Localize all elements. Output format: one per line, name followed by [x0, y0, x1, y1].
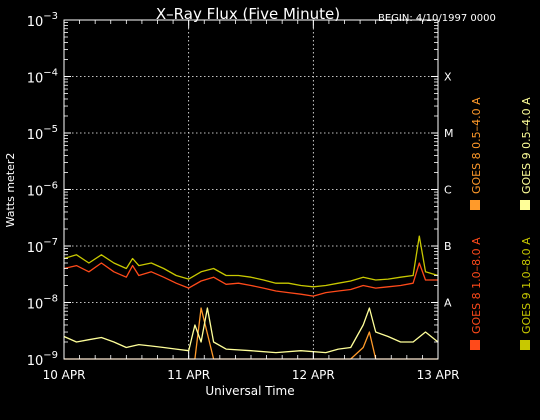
y-tick-label: 10−3: [27, 11, 58, 30]
x-tick-label: 12 APR: [292, 368, 335, 382]
legend-swatch: [520, 340, 530, 350]
y-tick-label: 10−9: [27, 350, 58, 369]
y-axis-label: Watts meter2: [4, 153, 17, 228]
y-tick-label: 10−6: [27, 181, 58, 200]
chart-title: X–Ray Flux (Five Minute): [156, 5, 340, 23]
legend-label: GOES 9 1.0–8.0 A: [520, 237, 533, 334]
x-tick-label: 11 APR: [167, 368, 210, 382]
axis-ticks: X M C B A 10 APR 11 APR 12 APR 13 APR 10−3 10−4 10−…: [27, 11, 460, 382]
flare-class-label: B: [444, 240, 452, 253]
legend-label: GOES 8 1.0–8.0 A: [470, 237, 483, 334]
series-line: [63, 235, 439, 288]
legend-swatch: [470, 200, 480, 210]
flare-class-label: X: [444, 71, 452, 84]
legend-swatch: [470, 340, 480, 350]
legend-swatch: [520, 200, 530, 210]
legend-label: GOES 9 0.5–4.0 A: [520, 97, 533, 194]
flare-class-label: A: [444, 297, 452, 310]
y-tick-label: 10−5: [27, 124, 58, 143]
begin-date-label: BEGIN: 4/10/1997 0000: [378, 13, 496, 24]
y-tick-label: 10−7: [27, 237, 58, 256]
legend: GOES 8 1.0–8.0 A GOES 8 0.5–4.0 A GOES 9 1…: [470, 97, 533, 350]
flare-class-label: M: [444, 127, 454, 140]
y-tick-label: 10−8: [27, 294, 58, 313]
x-tick-label: 13 APR: [417, 368, 460, 382]
series-line: [63, 307, 439, 354]
x-axis-label: Universal Time: [205, 384, 294, 398]
legend-label: GOES 8 0.5–4.0 A: [470, 97, 483, 194]
grid: [64, 20, 438, 359]
flare-class-label: C: [444, 184, 452, 197]
x-tick-label: 10 APR: [43, 368, 86, 382]
y-tick-label: 10−4: [27, 68, 58, 87]
series-line: [63, 262, 438, 297]
